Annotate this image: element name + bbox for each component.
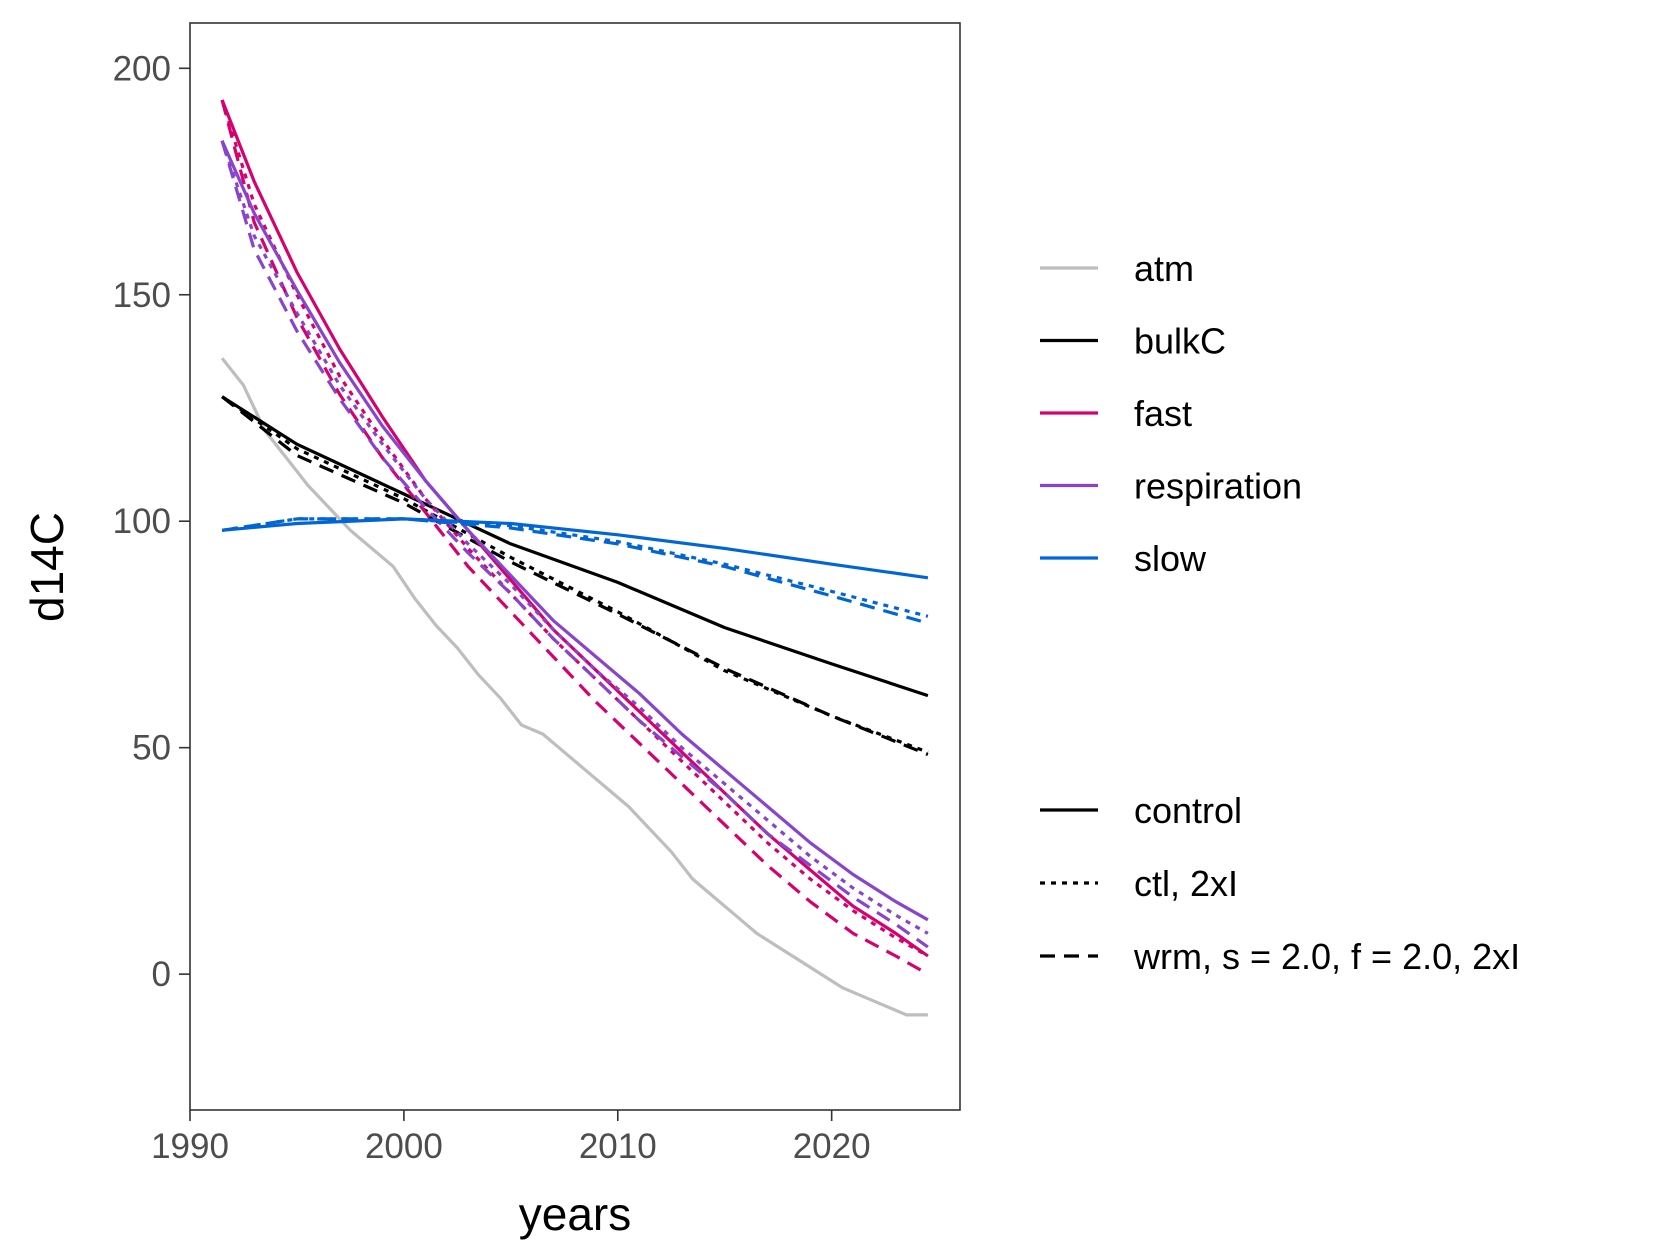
x-tick-label: 2010 (579, 1127, 657, 1166)
legend-label-respiration: respiration (1134, 466, 1302, 507)
legend-label-linetype-2: wrm, s = 2.0, f = 2.0, 2xI (1133, 936, 1520, 977)
x-tick-label: 2020 (793, 1127, 871, 1166)
series-line-slow-12 (221, 517, 929, 625)
series-line-bulkC-1 (221, 395, 929, 698)
x-tick-label: 2000 (365, 1127, 443, 1166)
legend-label-linetype-0: control (1134, 790, 1242, 831)
plot-panel-border (189, 22, 961, 1111)
y-axis: 0 50 100 150 200 (113, 49, 190, 994)
x-axis-title: years (519, 1188, 631, 1240)
series-line-slow-10 (221, 517, 929, 580)
x-tick-label: 1990 (151, 1127, 229, 1166)
series-line-fast-5 (220, 99, 929, 958)
legend-label-atm: atm (1134, 248, 1194, 289)
legend-label-fast: fast (1134, 393, 1192, 434)
legend-label-linetype-1: ctl, 2xI (1134, 863, 1238, 904)
y-tick-label: 0 (152, 955, 171, 994)
series-line-slow-11 (221, 517, 929, 618)
series-line-respiration-8 (220, 140, 929, 935)
series-line-bulkC-3 (221, 395, 929, 756)
legend-linetype: control ctl, 2xI wrm, s = 2.0, f = 2.0, 2x… (1040, 790, 1520, 977)
series-line-respiration-9 (220, 140, 929, 949)
legend-label-bulkC: bulkC (1134, 321, 1226, 362)
legend-label-slow: slow (1134, 538, 1207, 579)
y-axis-title: d14C (21, 512, 73, 622)
y-tick-label: 200 (113, 49, 171, 88)
y-tick-label: 150 (113, 276, 171, 315)
series-line-respiration-7 (220, 140, 929, 922)
y-tick-label: 100 (113, 502, 171, 541)
series-line-bulkC-2 (221, 395, 929, 754)
series-line-fast-6 (220, 99, 929, 976)
series-line-atm-0 (220, 357, 928, 1017)
x-axis: 1990 2000 2010 2020 (151, 1110, 871, 1166)
series-layer (220, 99, 929, 1017)
y-tick-label: 50 (132, 729, 171, 768)
legend-color: atm bulkC fast respiration slow (1040, 248, 1302, 579)
